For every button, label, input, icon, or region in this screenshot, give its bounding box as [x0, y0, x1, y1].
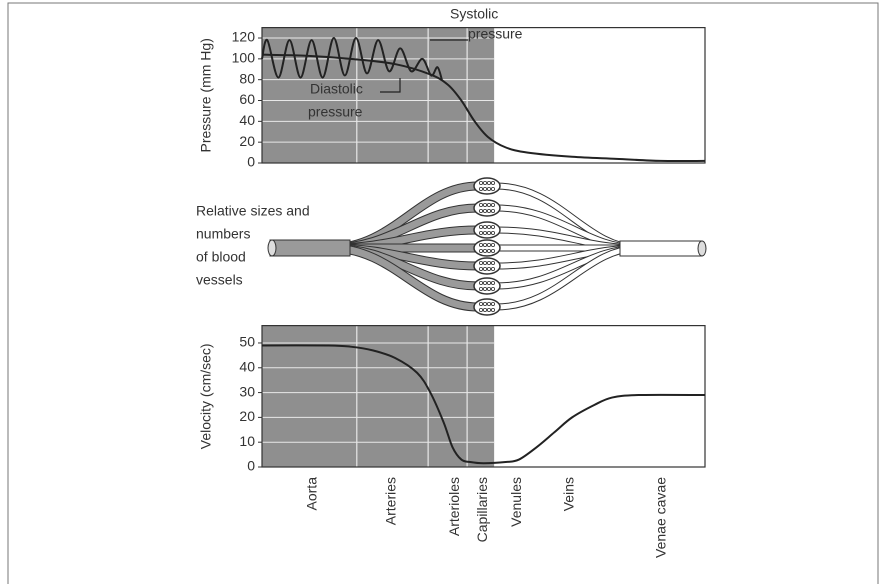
y-tick-label: 0 [247, 154, 255, 170]
x-tick-label: Capillaries [474, 477, 490, 542]
shaded-region [262, 326, 494, 467]
y-tick-label: 50 [239, 334, 255, 350]
y-tick-label: 30 [239, 383, 255, 399]
capillary-bed [474, 200, 500, 216]
y-tick-label: 60 [239, 91, 255, 107]
capillary-bed [474, 240, 500, 256]
x-tick-label: Venules [508, 477, 524, 527]
annotation: Diastolic [310, 81, 363, 97]
annotation: Systolic [450, 6, 498, 22]
y-tick-label: 10 [239, 433, 255, 449]
shaded-region [262, 28, 494, 163]
x-tick-label: Arterioles [446, 477, 462, 536]
capillary-bed [474, 258, 500, 274]
annotation: pressure [468, 26, 523, 42]
vena-cava-tube [620, 241, 702, 256]
x-tick-label: Arteries [383, 477, 399, 525]
y-tick-label: 0 [247, 458, 255, 474]
vena-cava-end [698, 241, 706, 256]
y-tick-label: 120 [232, 29, 256, 45]
y-tick-label: 80 [239, 70, 255, 86]
x-tick-label: Veins [561, 477, 577, 511]
figure: Relative sizes and numbers of blood vessels… [0, 0, 881, 584]
annotation: pressure [308, 104, 363, 120]
capillary-bed [474, 278, 500, 294]
diagram-label: vessels [196, 272, 243, 288]
y-tick-label: 40 [239, 358, 255, 374]
capillary-bed [474, 299, 500, 315]
y-tick-label: 100 [232, 50, 256, 66]
y-tick-label: 20 [239, 133, 255, 149]
diagram-label: of blood [196, 249, 246, 265]
y-axis-label: Pressure (mm Hg) [198, 38, 214, 152]
y-axis-label: Velocity (cm/sec) [198, 343, 214, 449]
aorta-end [268, 240, 276, 256]
aorta-tube [270, 240, 350, 256]
capillary-bed [474, 222, 500, 238]
y-tick-label: 20 [239, 408, 255, 424]
vessel-diagram [268, 178, 706, 315]
capillary-bed [474, 178, 500, 194]
diagram-label: Relative sizes and [196, 203, 310, 219]
x-tick-label: Venae cavae [653, 477, 669, 558]
x-tick-label: Aorta [304, 477, 320, 511]
y-tick-label: 40 [239, 112, 255, 128]
diagram-label: numbers [196, 226, 250, 242]
